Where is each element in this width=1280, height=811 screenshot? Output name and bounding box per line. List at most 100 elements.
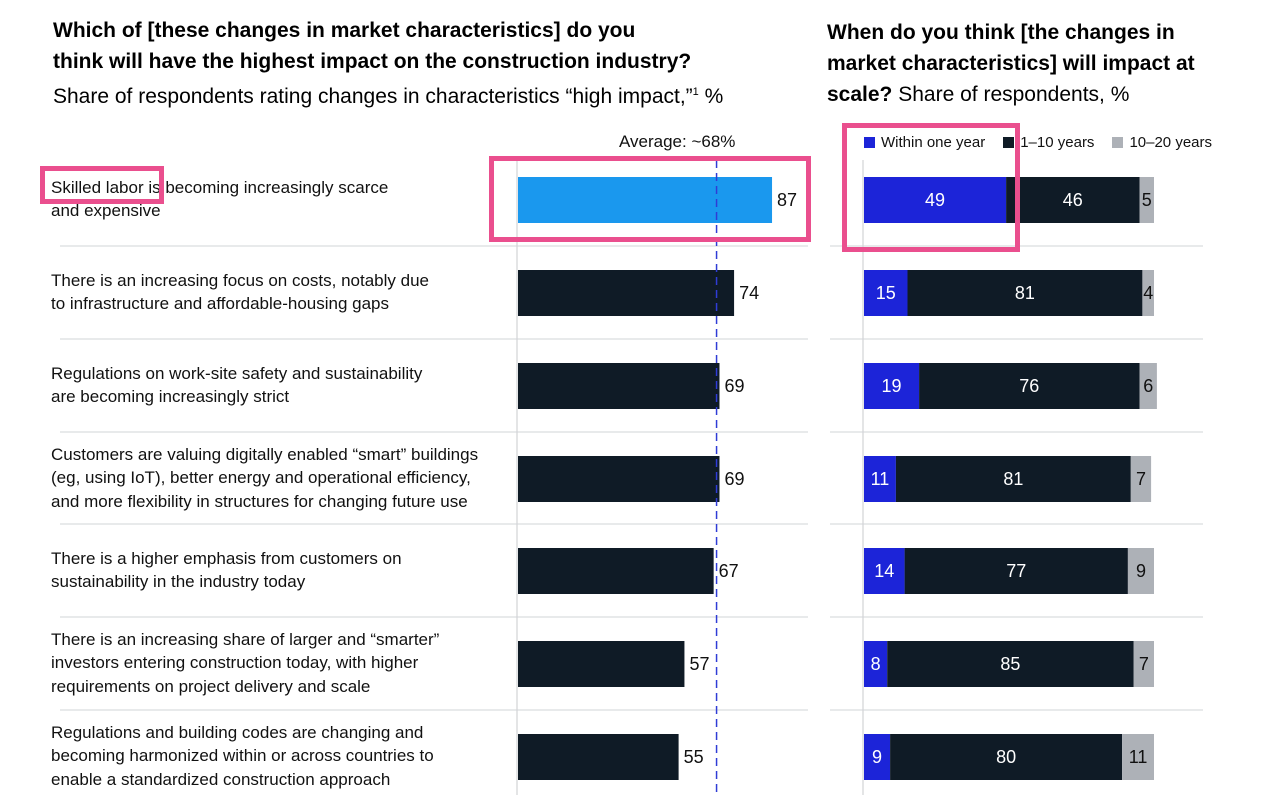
one-to-ten-years-segment bbox=[1006, 177, 1140, 223]
legend-item-1-10-years: 1–10 years bbox=[1003, 134, 1094, 151]
impact-value-label: 69 bbox=[724, 376, 744, 396]
legend-swatch-1-10-years bbox=[1003, 137, 1015, 148]
row-label-line: enable a standardized construction appro… bbox=[51, 769, 391, 789]
within-one-year-segment bbox=[864, 363, 920, 409]
row-label-line: There is an increasing focus on costs, n… bbox=[51, 270, 429, 290]
row-label: There is an increasing share of larger a… bbox=[51, 628, 501, 699]
within-one-year-segment bbox=[864, 456, 896, 502]
legend-label-1-10-years: 1–10 years bbox=[1020, 134, 1095, 151]
legend-label-10-20-years: 10–20 years bbox=[1129, 134, 1212, 151]
ten-to-twenty-years-segment bbox=[1142, 270, 1154, 316]
row-label-line: and more flexibility in structures for c… bbox=[51, 491, 468, 511]
one-to-ten-years-segment bbox=[887, 641, 1134, 687]
impact-value-label: 74 bbox=[739, 283, 759, 303]
ten-to-twenty-years-segment bbox=[1133, 641, 1154, 687]
row-label-line: Skilled labor is becoming increasingly s… bbox=[51, 177, 389, 197]
ten-to-twenty-years-segment bbox=[1139, 363, 1157, 409]
row-label-line: requirements on project delivery and sca… bbox=[51, 676, 371, 696]
left-subtitle: Share of respondents rating changes in c… bbox=[53, 85, 693, 108]
row-label: Customers are valuing digitally enabled … bbox=[51, 443, 501, 514]
one-to-ten-years-segment-label: 77 bbox=[1006, 561, 1026, 581]
legend-swatch-within-one-year bbox=[864, 137, 875, 148]
within-one-year-segment-label: 9 bbox=[872, 747, 882, 767]
one-to-ten-years-segment bbox=[904, 548, 1128, 594]
one-to-ten-years-segment bbox=[919, 363, 1140, 409]
one-to-ten-years-segment bbox=[895, 456, 1131, 502]
within-one-year-segment bbox=[864, 270, 908, 316]
right-chart-title: When do you think [the changes in market… bbox=[827, 17, 1247, 110]
right-title-line3-rest: Share of respondents, % bbox=[892, 83, 1130, 106]
row-label-line: Regulations on work-site safety and sust… bbox=[51, 363, 423, 383]
ten-to-twenty-years-segment bbox=[1127, 548, 1154, 594]
one-to-ten-years-segment-label: 76 bbox=[1019, 376, 1039, 396]
ten-to-twenty-years-segment bbox=[1122, 734, 1154, 780]
ten-to-twenty-years-segment-label: 4 bbox=[1143, 283, 1153, 303]
row-label-line: Regulations and building codes are chang… bbox=[51, 722, 424, 742]
row-label-line: becoming harmonized within or across cou… bbox=[51, 746, 434, 766]
one-to-ten-years-segment-label: 81 bbox=[1003, 469, 1023, 489]
within-one-year-segment bbox=[864, 734, 891, 780]
impact-bar bbox=[518, 270, 735, 316]
row-label-line: and expensive bbox=[51, 201, 161, 220]
within-one-year-segment bbox=[864, 548, 905, 594]
impact-value-label: 67 bbox=[719, 561, 739, 581]
row-label: Regulations and building codes are chang… bbox=[51, 721, 501, 792]
row-label: There is a higher emphasis from customer… bbox=[51, 547, 501, 594]
impact-bar bbox=[518, 548, 714, 594]
one-to-ten-years-segment-label: 80 bbox=[996, 747, 1016, 767]
ten-to-twenty-years-segment bbox=[1130, 456, 1152, 502]
ten-to-twenty-years-segment-label: 9 bbox=[1136, 561, 1146, 581]
ten-to-twenty-years-segment-label: 5 bbox=[1142, 190, 1152, 210]
within-one-year-segment-label: 15 bbox=[876, 283, 896, 303]
chart-legend: Within one year 1–10 years 10–20 years bbox=[864, 134, 1212, 151]
left-chart-title: Which of [these changes in market charac… bbox=[53, 15, 773, 112]
impact-bar bbox=[518, 363, 720, 409]
impact-value-label: 87 bbox=[777, 190, 797, 210]
impact-bar bbox=[518, 641, 685, 687]
legend-swatch-10-20-years bbox=[1112, 137, 1124, 148]
ten-to-twenty-years-segment-label: 11 bbox=[1129, 747, 1148, 767]
impact-value-label: 55 bbox=[684, 747, 704, 767]
left-title-line1: Which of [these changes in market charac… bbox=[53, 19, 636, 42]
impact-bar bbox=[518, 734, 679, 780]
legend-item-10-20-years: 10–20 years bbox=[1112, 134, 1212, 151]
row-label-line: to infrastructure and affordable-housing… bbox=[51, 294, 390, 313]
within-one-year-segment bbox=[864, 177, 1007, 223]
within-one-year-segment-label: 11 bbox=[871, 469, 890, 489]
row-label-line: There is an increasing share of larger a… bbox=[51, 629, 440, 649]
legend-item-within-one-year: Within one year bbox=[864, 134, 985, 151]
within-one-year-segment-label: 49 bbox=[925, 190, 945, 210]
within-one-year-segment bbox=[864, 641, 888, 687]
impact-value-label: 57 bbox=[689, 654, 709, 674]
ten-to-twenty-years-segment-label: 7 bbox=[1139, 654, 1149, 674]
right-title-line2: market characteristics] will impact at bbox=[827, 52, 1195, 75]
left-title-line2: think will have the highest impact on th… bbox=[53, 50, 692, 73]
ten-to-twenty-years-segment bbox=[1139, 177, 1154, 223]
within-one-year-segment-label: 14 bbox=[874, 561, 894, 581]
one-to-ten-years-segment-label: 46 bbox=[1063, 190, 1083, 210]
one-to-ten-years-segment bbox=[907, 270, 1143, 316]
within-one-year-segment-label: 19 bbox=[882, 376, 902, 396]
impact-bar bbox=[518, 456, 720, 502]
row-label-line: Customers are valuing digitally enabled … bbox=[51, 444, 479, 464]
row-label-line: sustainability in the industry today bbox=[51, 572, 306, 591]
within-one-year-segment-label: 8 bbox=[871, 654, 881, 674]
average-label: Average: ~68% bbox=[619, 132, 736, 151]
row-label-line: investors entering construction today, w… bbox=[51, 653, 419, 673]
one-to-ten-years-segment-label: 85 bbox=[1000, 654, 1020, 674]
one-to-ten-years-segment-label: 81 bbox=[1015, 283, 1035, 303]
row-label: Skilled labor is becoming increasingly s… bbox=[51, 176, 501, 223]
row-label: There is an increasing focus on costs, n… bbox=[51, 269, 501, 316]
legend-label-within-one-year: Within one year bbox=[881, 134, 986, 151]
ten-to-twenty-years-segment-label: 7 bbox=[1136, 469, 1146, 489]
row-label-line: are becoming increasingly strict bbox=[51, 387, 290, 406]
one-to-ten-years-segment bbox=[890, 734, 1123, 780]
right-title-line3-bold: scale? bbox=[827, 83, 893, 106]
impact-value-label: 69 bbox=[724, 469, 744, 489]
row-label-line: (eg, using IoT), better energy and opera… bbox=[51, 468, 471, 488]
impact-bar bbox=[518, 177, 773, 223]
row-label-line: There is a higher emphasis from customer… bbox=[51, 548, 402, 568]
ten-to-twenty-years-segment-label: 6 bbox=[1143, 376, 1153, 396]
right-title-line1: When do you think [the changes in bbox=[827, 21, 1175, 44]
